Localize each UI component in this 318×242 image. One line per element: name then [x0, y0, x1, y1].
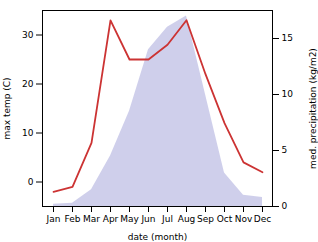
svg-text:5: 5 — [282, 145, 288, 155]
svg-text:15: 15 — [282, 33, 293, 43]
svg-text:med. precipitation (kg/m2): med. precipitation (kg/m2) — [308, 48, 318, 169]
svg-text:Apr: Apr — [103, 214, 119, 224]
svg-text:30: 30 — [22, 30, 34, 40]
svg-text:20: 20 — [22, 79, 34, 89]
svg-text:date (month): date (month) — [128, 232, 187, 242]
svg-text:0: 0 — [282, 201, 288, 211]
svg-text:Jun: Jun — [140, 214, 155, 224]
svg-text:Aug: Aug — [178, 214, 196, 224]
svg-text:10: 10 — [282, 89, 294, 99]
svg-text:Mar: Mar — [83, 214, 100, 224]
svg-text:10: 10 — [22, 128, 34, 138]
svg-text:Jul: Jul — [161, 214, 173, 224]
svg-text:Sep: Sep — [197, 214, 214, 224]
svg-text:Jan: Jan — [46, 214, 61, 224]
svg-text:max temp (C): max temp (C) — [2, 77, 12, 139]
svg-text:Dec: Dec — [254, 214, 271, 224]
svg-text:Oct: Oct — [217, 214, 233, 224]
svg-text:0: 0 — [28, 177, 34, 187]
svg-text:Nov: Nov — [235, 214, 253, 224]
svg-text:May: May — [120, 214, 139, 224]
svg-text:Feb: Feb — [65, 214, 81, 224]
